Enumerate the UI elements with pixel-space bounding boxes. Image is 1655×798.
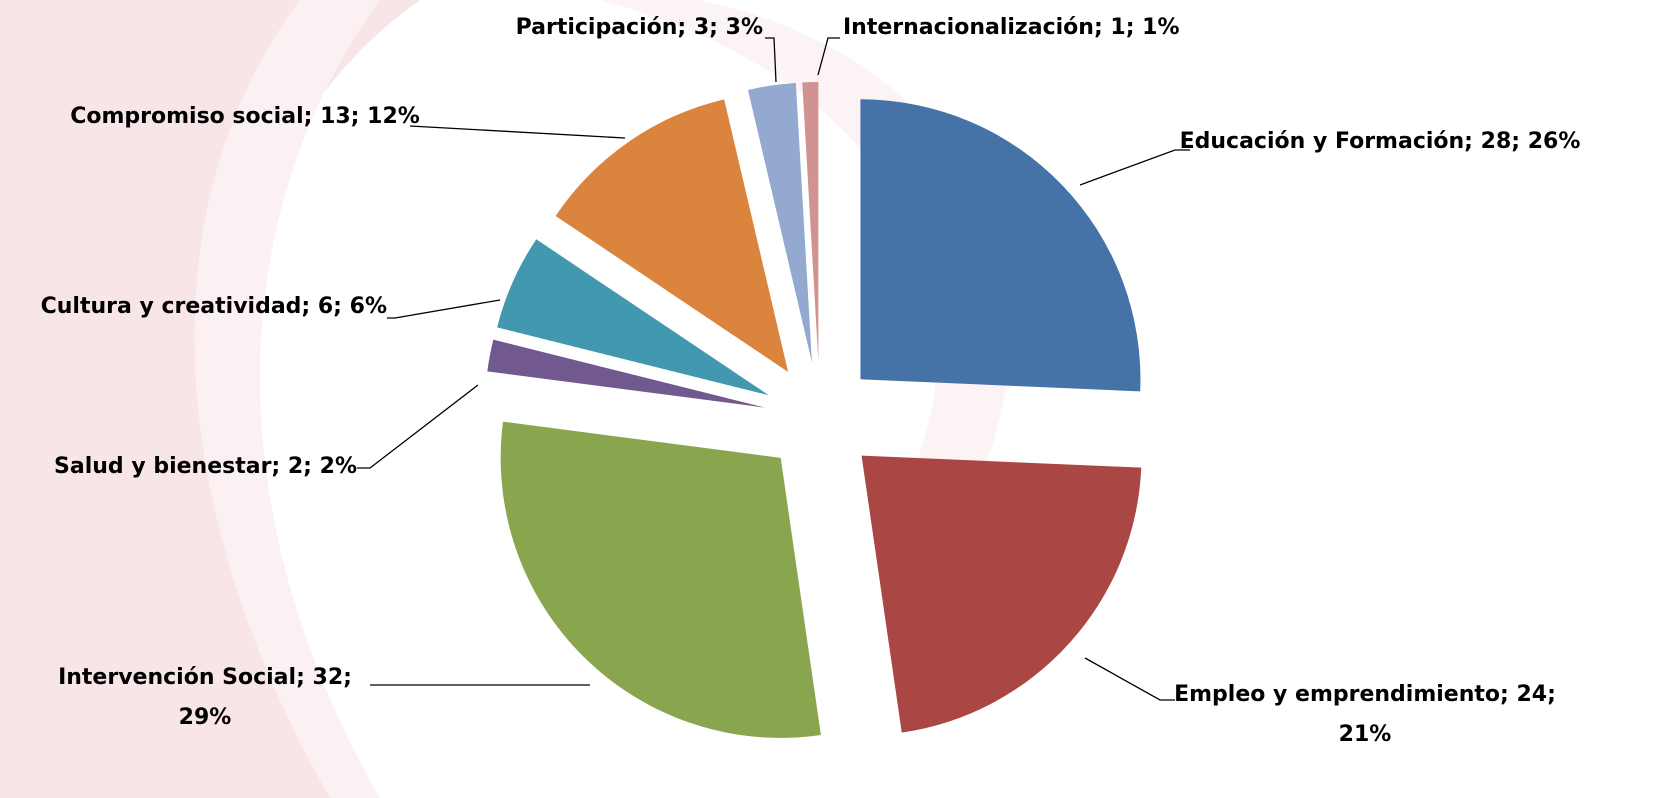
leader-line	[357, 384, 479, 469]
data-label: Intervención Social; 32; 29%	[58, 665, 352, 730]
data-label: Cultura y creatividad; 6; 6%	[40, 294, 387, 319]
leader-line	[387, 299, 501, 319]
data-label: Internacionalización; 1; 1%	[843, 15, 1180, 40]
pie-slice	[555, 99, 789, 372]
pie-slice	[860, 99, 1141, 392]
leader-line	[817, 37, 840, 76]
data-label: Compromiso social; 13; 12%	[70, 104, 420, 129]
data-label: Salud y bienestar; 2; 2%	[54, 454, 357, 479]
leader-line	[1079, 149, 1190, 186]
pie-slice	[497, 239, 769, 396]
pie-slice	[500, 421, 821, 738]
data-label: Participación; 3; 3%	[515, 15, 763, 40]
pie-slice	[861, 455, 1142, 733]
pie-slice	[802, 82, 819, 363]
leader-line	[765, 37, 777, 83]
leader-line	[409, 125, 626, 139]
pie-slice	[747, 83, 812, 363]
pie-slice	[487, 339, 765, 408]
data-label: Educación y Formación; 28; 26%	[1179, 129, 1581, 154]
data-label: Empleo y emprendimiento; 24; 21%	[1174, 682, 1556, 747]
leader-line	[1084, 657, 1175, 701]
